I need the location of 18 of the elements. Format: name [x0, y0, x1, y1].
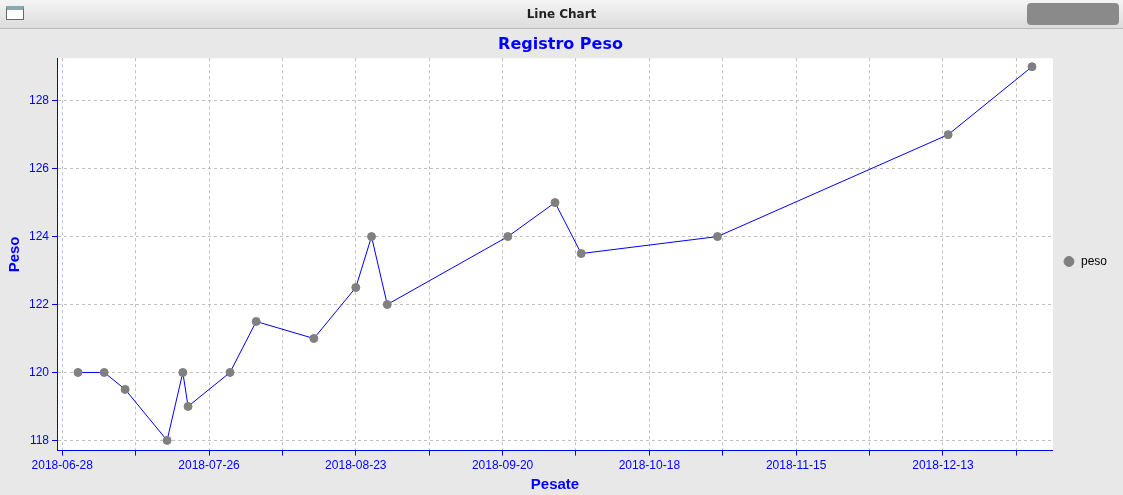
y-tick-label: 122	[28, 296, 50, 311]
y-axis-title: Peso	[5, 236, 23, 273]
y-tick-label: 118	[29, 432, 50, 447]
y-tick-label: 124	[28, 228, 50, 243]
legend-label: peso	[1080, 253, 1108, 268]
x-tick-label: 2018-06-28	[31, 458, 94, 473]
chart-title: Registro Peso	[498, 33, 623, 53]
y-tick-label: 128	[28, 92, 50, 107]
y-tick-label: 126	[28, 160, 50, 175]
x-axis-title: Pesate	[530, 475, 580, 493]
y-tick-label: 120	[28, 364, 50, 379]
x-tick-label: 2018-08-23	[325, 458, 387, 473]
x-tick-label: 2018-09-20	[471, 458, 534, 473]
x-tick-label: 2018-12-13	[912, 458, 974, 473]
x-tick-label: 2018-10-18	[618, 458, 681, 473]
x-tick-label: 2018-11-15	[765, 458, 827, 473]
x-tick-label: 2018-07-26	[178, 458, 241, 473]
text: Line Chart	[525, 7, 598, 21]
